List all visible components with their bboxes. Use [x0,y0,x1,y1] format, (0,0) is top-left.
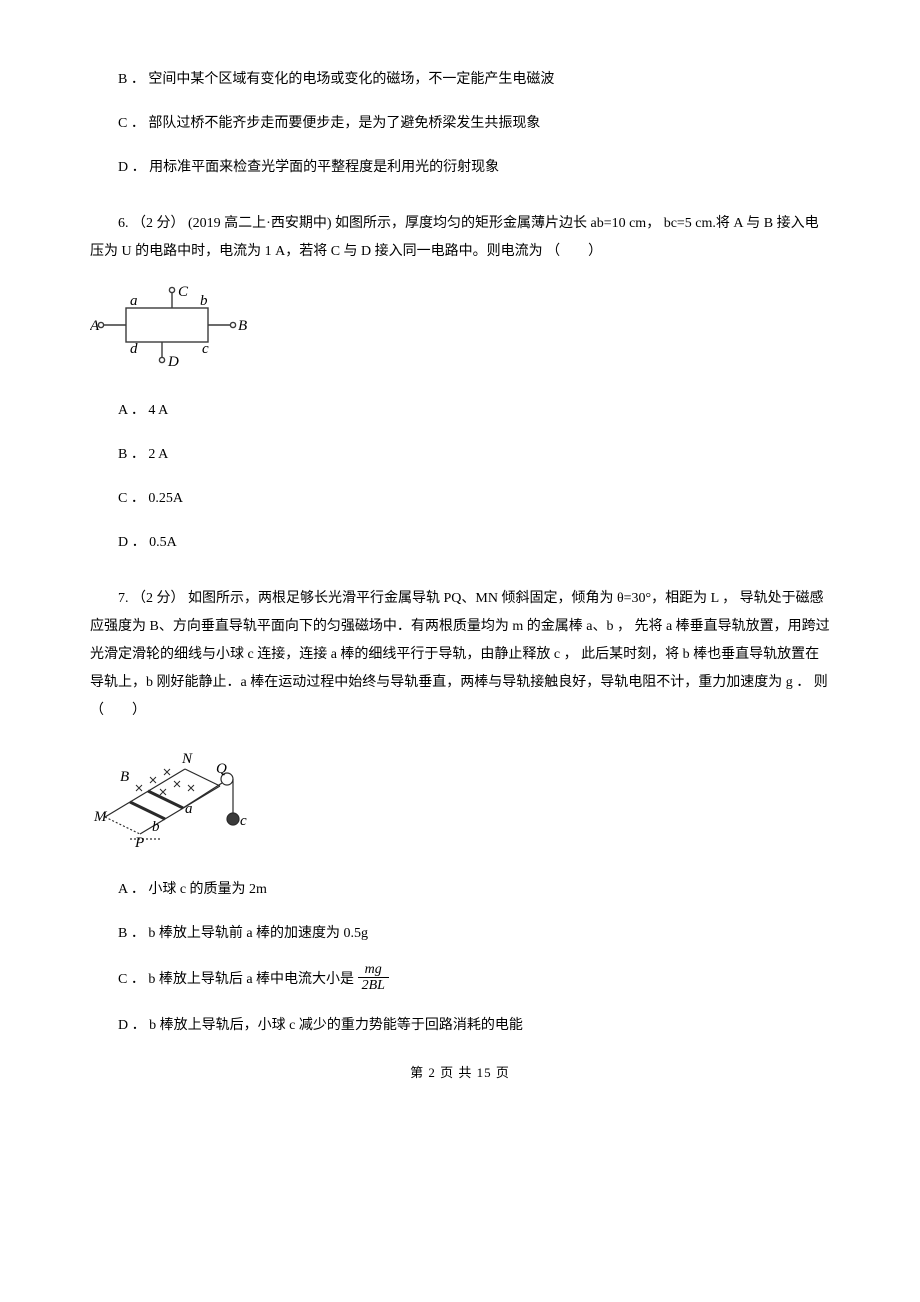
q7-option-c-prefix: C ． b 棒放上导轨后 a 棒中电流大小是 [118,972,358,987]
svg-text:C: C [178,284,189,300]
svg-text:P: P [134,835,144,849]
q7-option-d: D ． b 棒放上导轨后，小球 c 减少的重力势能等于回路消耗的电能 [90,1012,830,1040]
q6-option-d: D ． 0.5A [90,529,830,557]
svg-text:M: M [93,809,108,825]
svg-text:b: b [200,293,208,309]
svg-text:c: c [240,813,247,829]
q5-option-d: D ． 用标准平面来检查光学面的平整程度是利用光的衍射现象 [90,154,830,182]
svg-text:d: d [130,341,138,357]
q6-stem: 6. （2 分） (2019 高二上·西安期中) 如图所示，厚度均匀的矩形金属薄… [90,210,830,266]
fraction-denominator: 2BL [358,978,389,993]
q6-option-a: A ． 4 A [90,397,830,425]
svg-text:a: a [130,293,138,309]
q7-stem: 7. （2 分） 如图所示，两根足够长光滑平行金属导轨 PQ、MN 倾斜固定，倾… [90,585,830,725]
q5-option-b: B ． 空间中某个区域有变化的电场或变化的磁场，不一定能产生电磁波 [90,66,830,94]
fraction-numerator: mg [358,962,389,978]
svg-text:B: B [120,769,129,785]
page-footer: 第 2 页 共 15 页 [90,1060,830,1086]
q6-option-c: C ． 0.25A [90,485,830,513]
q5-option-c: C ． 部队过桥不能齐步走而要便步走，是为了避免桥梁发生共振现象 [90,110,830,138]
svg-text:D: D [167,354,179,370]
q7-option-c-fraction: mg 2BL [358,962,389,994]
svg-text:Q: Q [216,761,227,777]
svg-text:c: c [202,341,209,357]
q6-option-b: B ． 2 A [90,441,830,469]
svg-text:N: N [181,751,193,767]
svg-text:B: B [238,318,247,334]
q7-option-c: C ． b 棒放上导轨后 a 棒中电流大小是 mg 2BL [90,964,830,996]
q7-option-a: A ． 小球 c 的质量为 2m [90,876,830,904]
svg-text:a: a [185,801,193,817]
svg-text:A: A [90,318,100,334]
q6-figure: A B C D a b c d [90,280,830,381]
q7-figure: M N P Q B a b c [90,739,830,860]
q7-option-b: B ． b 棒放上导轨前 a 棒的加速度为 0.5g [90,920,830,948]
svg-text:b: b [152,819,160,835]
